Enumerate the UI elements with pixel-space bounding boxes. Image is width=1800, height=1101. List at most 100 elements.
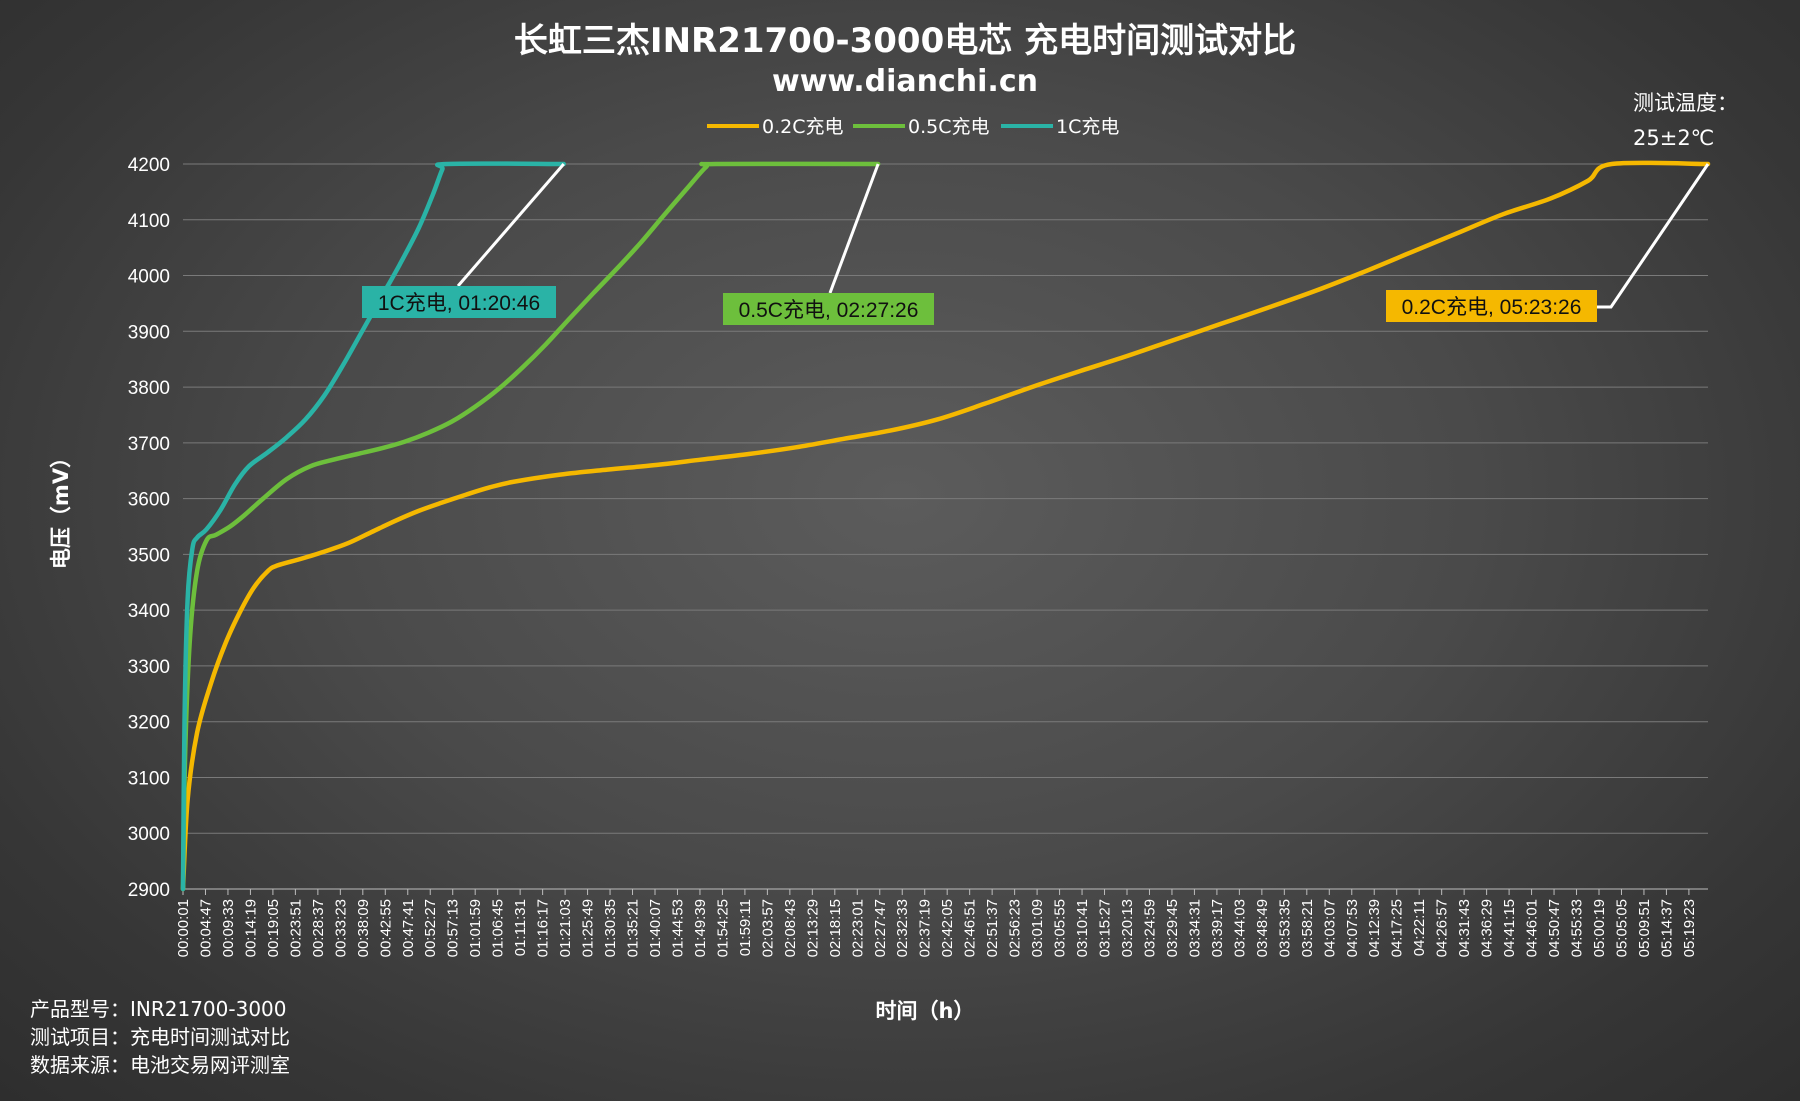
x-tick-label: 00:38:09 [355, 899, 372, 957]
y-tick-label: 3900 [128, 322, 170, 343]
x-tick-label: 01:35:21 [625, 899, 642, 957]
x-tick-label: 02:46:51 [962, 899, 979, 957]
x-tick-label: 04:22:11 [1411, 899, 1428, 956]
x-tick-label: 02:32:33 [894, 899, 911, 957]
footer-line2: 测试项目：充电时间测试对比 [30, 1025, 290, 1049]
x-tick-label: 01:25:49 [580, 899, 597, 957]
x-tick-label: 04:41:15 [1501, 899, 1518, 957]
x-tick-label: 03:58:21 [1299, 899, 1316, 957]
x-tick-label: 05:05:05 [1613, 899, 1630, 957]
y-tick-label: 3500 [128, 545, 170, 566]
x-tick-label: 02:23:01 [849, 899, 866, 957]
x-tick-label: 02:27:47 [872, 899, 889, 957]
series-line-1 [180, 161, 881, 892]
x-tick-label: 04:07:53 [1344, 899, 1361, 957]
y-axis-title: 电压（mV） [49, 447, 73, 569]
x-tick-label: 02:56:23 [1007, 899, 1024, 957]
x-tick-label: 02:03:57 [759, 899, 776, 957]
x-tick-label: 03:01:09 [1029, 899, 1046, 957]
x-tick-label: 00:09:33 [220, 899, 237, 957]
x-tick-label: 04:12:39 [1366, 899, 1383, 957]
chart-subtitle: www.dianchi.cn [772, 64, 1038, 99]
x-tick-label: 01:54:25 [714, 899, 731, 957]
y-tick-label: 4100 [128, 211, 170, 232]
x-tick-label: 03:44:03 [1231, 899, 1248, 957]
x-tick-label: 00:47:41 [400, 899, 417, 957]
x-tick-label: 03:39:17 [1209, 899, 1226, 957]
legend-label-0: 0.2C充电 [762, 116, 843, 138]
x-tick-label: 00:42:55 [377, 899, 394, 957]
x-tick-label: 03:10:41 [1074, 899, 1091, 957]
x-tick-label: 00:57:13 [445, 899, 462, 957]
x-tick-label: 00:33:23 [332, 899, 349, 957]
x-tick-label: 03:24:59 [1141, 899, 1158, 957]
y-tick-label: 4200 [128, 155, 170, 176]
x-tick-label: 03:05:55 [1052, 899, 1069, 957]
x-tick-label: 00:19:05 [265, 899, 282, 957]
x-tick-label: 00:28:37 [310, 899, 327, 957]
x-tick-label: 02:13:29 [804, 899, 821, 957]
callout-label-0: 1C充电, 01:20:46 [378, 292, 540, 315]
callout-label-2: 0.2C充电, 05:23:26 [1402, 296, 1582, 319]
grid [183, 163, 1708, 890]
y-tick-label: 3100 [128, 768, 170, 789]
x-tick-label: 05:19:23 [1681, 899, 1698, 957]
legend-label-1: 0.5C充电 [908, 116, 989, 138]
y-tick-label: 4000 [128, 267, 170, 288]
x-tick-label: 02:37:19 [917, 899, 934, 957]
series-line-2 [180, 161, 567, 892]
callout-leader-2 [1597, 163, 1710, 309]
x-tick-label: 01:40:07 [647, 899, 664, 957]
x-tick-label: 04:46:01 [1524, 899, 1541, 957]
x-tick-label: 04:50:47 [1546, 899, 1563, 957]
y-tick-label: 2900 [128, 880, 170, 901]
x-tick-label: 04:26:57 [1434, 899, 1451, 957]
x-tick-label: 04:36:29 [1479, 899, 1496, 957]
x-tick-label: 04:17:25 [1389, 899, 1406, 957]
callout-box-1 [723, 293, 934, 325]
y-tick-label: 3700 [128, 434, 170, 455]
callout-leader-1 [828, 163, 880, 294]
x-tick-label: 03:29:45 [1164, 899, 1181, 957]
y-tick-label: 3000 [128, 824, 170, 845]
chart-title: 长虹三杰INR21700-3000电芯 充电时间测试对比 [514, 21, 1296, 61]
x-tick-label: 04:55:33 [1569, 899, 1586, 957]
x-tick-label: 04:03:07 [1321, 899, 1338, 957]
x-tick-label: 04:31:43 [1456, 899, 1473, 957]
footer-line1: 产品型号：INR21700-3000 [30, 997, 287, 1021]
x-tick-label: 01:30:35 [602, 899, 619, 957]
x-axis-title: 时间（h） [876, 999, 975, 1023]
x-tick-label: 01:59:11 [737, 899, 754, 956]
temperature-note-line1: 测试温度： [1633, 91, 1738, 115]
x-tick-label: 00:04:47 [197, 899, 214, 957]
x-tick-label: 05:00:19 [1591, 899, 1608, 957]
callout-box-2 [1386, 290, 1597, 322]
series-lines [180, 160, 1711, 892]
y-tick-label: 3800 [128, 378, 170, 399]
x-tick-label: 03:48:49 [1254, 899, 1271, 957]
x-tick-label: 02:51:37 [984, 899, 1001, 957]
x-tick-label: 02:42:05 [939, 899, 956, 957]
y-tick-label: 3600 [128, 490, 170, 511]
callout-label-1: 0.5C充电, 02:27:26 [739, 299, 919, 322]
callout-leader-0 [456, 163, 565, 287]
x-tick-label: 00:23:51 [287, 899, 304, 957]
legend: 0.2C充电 0.5C充电 1C充电 [707, 116, 1119, 138]
x-tick-label: 01:01:59 [467, 899, 484, 957]
x-tick-label: 01:16:17 [535, 899, 552, 957]
x-tick-label: 03:53:35 [1276, 899, 1293, 957]
callouts: 1C充电, 01:20:46 0.5C充电, 02:27:26 0.2C充电, 05… [362, 163, 1710, 325]
x-tick-label: 01:44:53 [669, 899, 686, 957]
x-tick-label: 00:00:01 [175, 899, 192, 957]
x-tick-label: 01:06:45 [490, 899, 507, 957]
series-line-0 [180, 160, 1711, 892]
y-tick-label: 3200 [128, 713, 170, 734]
x-tick-label: 03:20:13 [1119, 899, 1136, 957]
x-tick-label: 01:49:39 [692, 899, 709, 957]
x-tick-label: 03:34:31 [1186, 899, 1203, 957]
footer-line3: 数据来源：电池交易网评测室 [30, 1053, 290, 1077]
x-tick-label: 02:18:15 [827, 899, 844, 957]
y-tick-label: 3400 [128, 601, 170, 622]
x-tick-label: 01:21:03 [557, 899, 574, 957]
